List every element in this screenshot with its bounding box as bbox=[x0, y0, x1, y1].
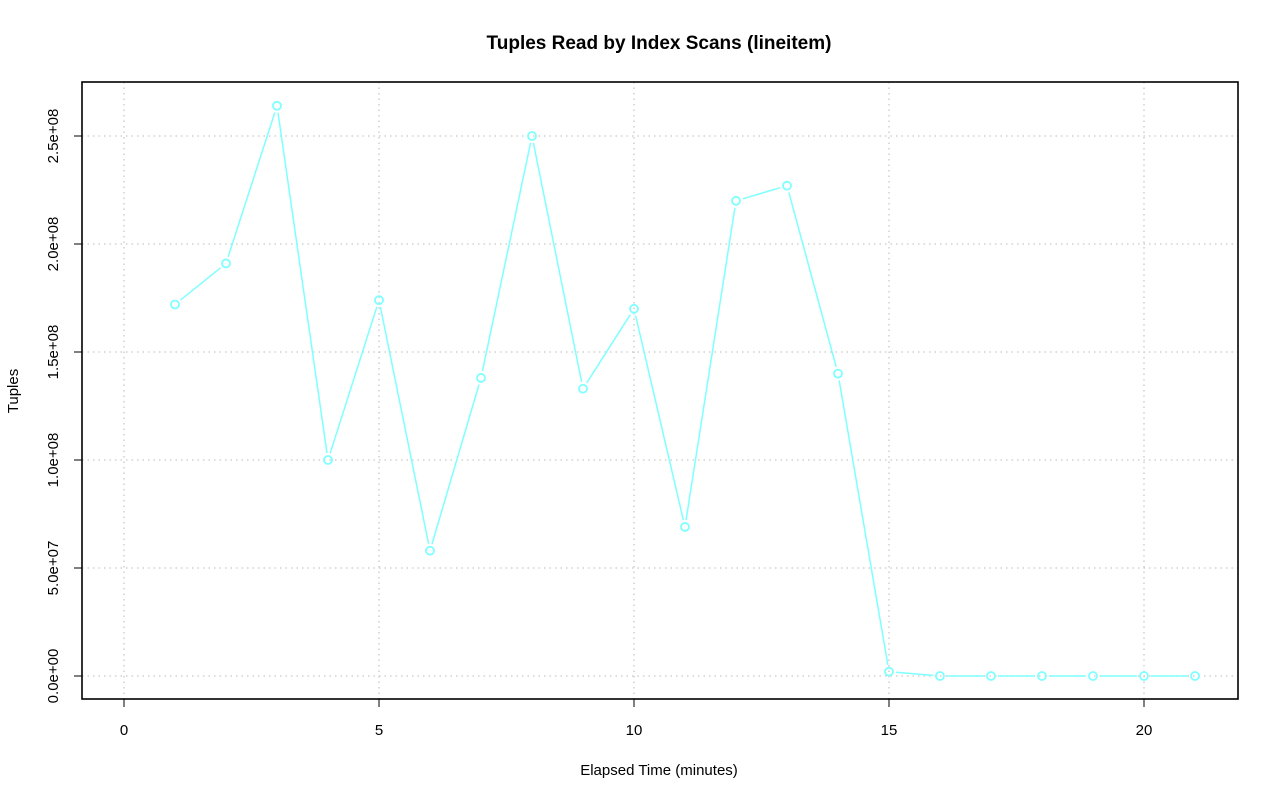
series-line-segment bbox=[227, 112, 276, 258]
series-group bbox=[170, 100, 1200, 681]
data-point-marker bbox=[1037, 671, 1047, 681]
data-point-marker bbox=[782, 180, 792, 191]
y-axis-label: Tuples bbox=[5, 369, 22, 413]
series-line-segment bbox=[838, 380, 889, 665]
y-tick-label: 2.5e+08 bbox=[45, 109, 62, 164]
data-point-marker bbox=[884, 666, 894, 677]
data-point-marker bbox=[170, 299, 180, 310]
x-axis: 0 5 10 15 20 bbox=[120, 699, 1153, 739]
y-tick-label: 0.0e+00 bbox=[45, 649, 62, 704]
chart-title: Tuples Read by Index Scans (lineitem) bbox=[487, 33, 832, 54]
data-point-marker bbox=[680, 522, 690, 532]
x-tick-label: 20 bbox=[1136, 722, 1153, 739]
y-axis: 0.0e+00 5.0e+07 1.0e+08 1.5e+08 2.0e+08 2.5e+… bbox=[45, 109, 82, 704]
series-line-segment bbox=[586, 314, 631, 384]
data-point-marker bbox=[221, 258, 231, 269]
data-point-marker bbox=[476, 373, 486, 383]
series-line-segment bbox=[329, 306, 378, 454]
data-point-marker bbox=[374, 295, 384, 306]
series-line-segment bbox=[431, 384, 480, 545]
series-line-segment bbox=[634, 315, 685, 521]
x-tick-label: 0 bbox=[120, 722, 128, 739]
series-line-segment bbox=[532, 142, 583, 383]
data-point-marker bbox=[986, 671, 996, 681]
x-tick-label: 15 bbox=[881, 722, 898, 739]
series-line-segment bbox=[742, 186, 781, 200]
y-tick-label: 5.0e+07 bbox=[45, 541, 62, 596]
series-line-segment bbox=[179, 267, 222, 301]
y-tick-label: 2.0e+08 bbox=[45, 217, 62, 272]
series-line-segment bbox=[895, 671, 934, 677]
series-line-segment bbox=[481, 142, 532, 372]
data-point-marker bbox=[323, 455, 333, 465]
series-line-segment bbox=[685, 207, 736, 521]
data-point-marker bbox=[629, 303, 639, 314]
data-point-marker bbox=[578, 383, 588, 394]
data-point-marker bbox=[1139, 671, 1149, 681]
x-tick-label: 10 bbox=[626, 722, 643, 739]
series-line-segment bbox=[379, 306, 430, 545]
grid-lines bbox=[82, 82, 1238, 699]
y-tick-label: 1.5e+08 bbox=[45, 325, 62, 380]
data-point-marker bbox=[935, 671, 945, 681]
x-axis-label: Elapsed Time (minutes) bbox=[580, 762, 738, 779]
data-point-marker bbox=[1088, 671, 1098, 681]
y-tick-label: 1.0e+08 bbox=[45, 433, 62, 488]
data-point-marker bbox=[272, 100, 282, 111]
x-tick-label: 5 bbox=[375, 722, 383, 739]
plot-frame bbox=[81, 81, 1239, 700]
data-point-marker bbox=[425, 545, 435, 556]
data-point-marker bbox=[731, 195, 741, 206]
series-line-segment bbox=[788, 192, 837, 368]
data-point-marker bbox=[1190, 671, 1200, 681]
data-point-marker bbox=[833, 368, 843, 379]
series-line-segment bbox=[277, 112, 328, 454]
data-point-marker bbox=[527, 131, 537, 141]
